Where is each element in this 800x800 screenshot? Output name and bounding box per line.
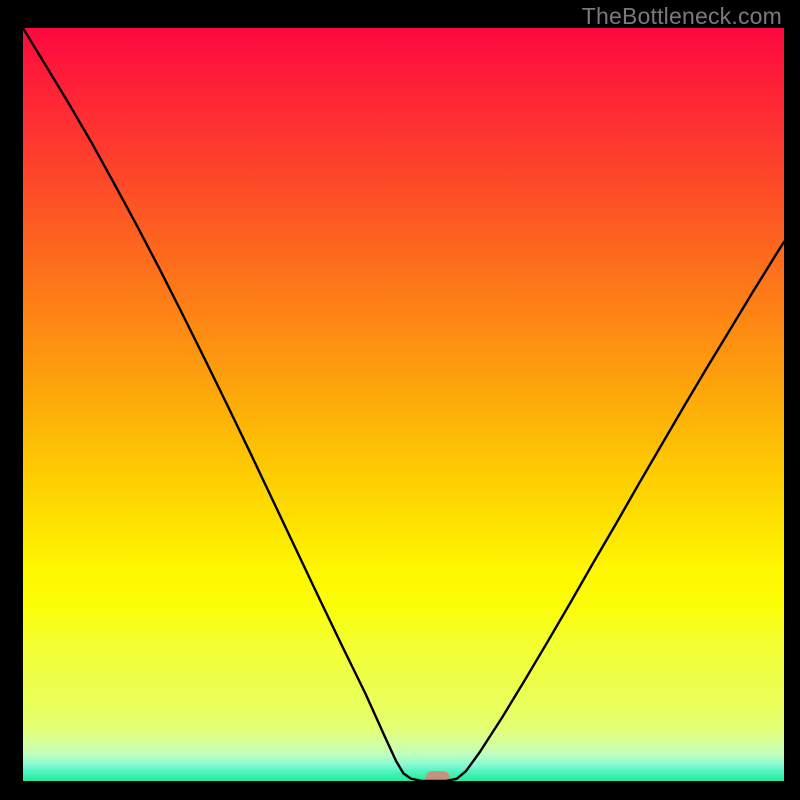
frame-left [0,0,23,800]
bottleneck-marker [426,771,450,781]
watermark-text: TheBottleneck.com [582,3,782,30]
frame-bottom [0,781,800,800]
plot-svg [23,28,784,781]
frame-right [784,0,800,800]
gradient-background [23,28,784,781]
plot-area [23,28,784,781]
